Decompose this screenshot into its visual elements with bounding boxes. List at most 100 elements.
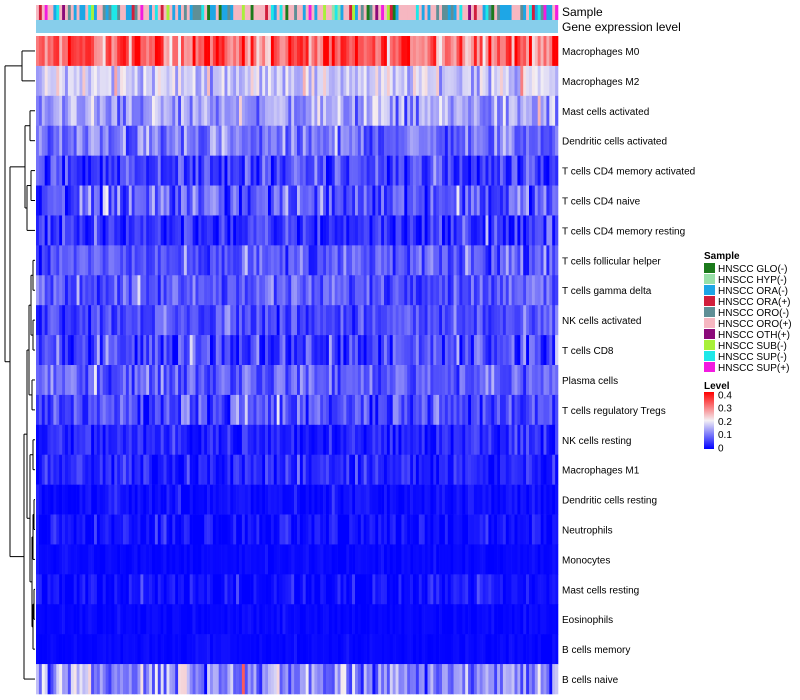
sample-annotation-cell [166,5,170,20]
heatmap-cell [143,484,147,515]
heatmap-cell [250,604,254,635]
heatmap-cell [201,65,205,97]
heatmap-cell [247,125,251,156]
heatmap-cell [439,125,443,156]
heatmap-cell [62,365,66,396]
heatmap-cell [50,185,54,216]
heatmap-cell [288,574,292,605]
heatmap-cell [386,36,391,67]
heatmap-cell [76,544,80,575]
heatmap-cell [297,454,301,485]
heatmap-cell [500,634,504,665]
heatmap-cell [508,155,512,186]
heatmap-cell [111,634,115,665]
heatmap-cell [96,95,101,127]
heatmap-cell [282,215,286,246]
heatmap-cell [384,484,388,515]
heatmap-cell [76,215,80,246]
heatmap-cell [94,185,98,216]
heatmap-cell [546,574,550,605]
heatmap-cell [282,335,286,366]
heatmap-cell [279,335,283,366]
heatmap-cell [114,36,118,67]
heatmap-cell [346,634,350,665]
heatmap-cell [320,275,324,306]
heatmap-cell [241,544,246,575]
heatmap-cell [201,36,205,67]
heatmap-cell [215,424,219,456]
heatmap-cell [143,365,147,396]
heatmap-cell [273,634,277,665]
heatmap-cell [537,65,541,97]
heatmap-cell [79,215,83,246]
heatmap-cell [41,544,45,575]
sample-annotation-cell [224,5,228,20]
heatmap-cell [456,544,460,575]
heatmap-cell [311,514,315,545]
heatmap-cell [108,544,112,575]
heatmap-cell [157,65,161,97]
heatmap-cell [465,245,469,276]
heatmap-cell [497,574,501,605]
heatmap-cell [456,215,460,246]
heatmap-cell [482,305,486,336]
heatmap-cell [360,275,364,306]
heatmap-cell [491,65,495,97]
heatmap-cell [502,484,507,515]
heatmap-cell [82,335,86,366]
heatmap-cell [520,394,524,426]
heatmap-cell [76,36,80,67]
heatmap-cell [502,335,507,366]
heatmap-cell [239,454,243,485]
heatmap-cell [485,275,489,306]
heatmap-cell [346,544,350,575]
heatmap-cell [473,125,478,156]
heatmap-cell [152,95,156,127]
heatmap-cell [178,424,182,456]
heatmap-cell [288,634,292,665]
heatmap-cell [152,454,156,485]
heatmap-cell [407,245,411,276]
heatmap-cell [384,634,388,665]
heatmap-cell [102,185,106,216]
heatmap-cell [410,215,414,246]
heatmap-cell [73,664,77,695]
heatmap-cell [67,65,72,97]
heatmap-cell [491,574,495,605]
heatmap-cell [76,65,80,97]
heatmap-cell [230,185,234,216]
heatmap-cell [70,394,74,426]
heatmap-cell [47,155,51,186]
heatmap-cell [473,65,478,97]
heatmap-cell [297,514,301,545]
heatmap-cell [76,245,80,276]
heatmap-cell [381,454,385,485]
heatmap-cell [334,484,338,515]
heatmap-cell [76,604,80,635]
heatmap-cell [314,544,318,575]
heatmap-cell [62,574,66,605]
heatmap-cell [410,125,414,156]
heatmap-cell [67,215,72,246]
heatmap-cell [523,514,527,545]
heatmap-cell [450,95,454,127]
heatmap-cell [436,65,440,97]
heatmap-cell [183,215,188,246]
heatmap-cell [436,125,440,156]
heatmap-cell [381,424,385,456]
heatmap-cell [47,634,51,665]
heatmap-cell [67,514,72,545]
heatmap-cell [392,634,396,665]
row-label: B cells naive [562,675,619,686]
heatmap-cell [407,36,411,67]
heatmap-cell [427,664,431,695]
heatmap-cell [62,305,66,336]
legend-swatch [704,285,715,295]
heatmap-cell [53,454,57,485]
sample-annotation-cell [508,5,512,20]
heatmap-cell [291,36,295,67]
heatmap-cell [459,305,463,336]
heatmap-cell [334,634,338,665]
heatmap-cell [334,95,338,127]
heatmap-cell [447,514,451,545]
